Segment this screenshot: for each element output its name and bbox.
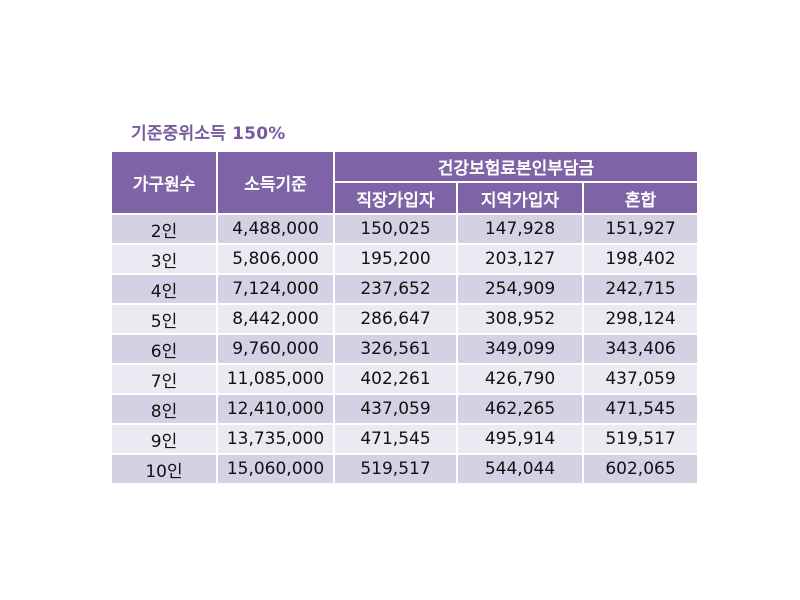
cell-household-size: 2인 — [110, 213, 218, 245]
table-row: 4인 7,124,000 237,652 254,909 242,715 — [110, 273, 700, 305]
cell-mixed-premium: 343,406 — [581, 333, 700, 365]
cell-household-size: 8인 — [110, 393, 218, 425]
cell-mixed-premium: 151,927 — [581, 213, 700, 245]
cell-income-criteria: 11,085,000 — [216, 363, 335, 395]
cell-regional-premium: 495,914 — [456, 423, 584, 455]
cell-employee-premium: 237,652 — [333, 273, 458, 305]
table-header: 가구원수 소득기준 건강보험료본인부담금 직장가입자 지역가입자 혼합 — [110, 150, 700, 215]
table-row: 7인 11,085,000 402,261 426,790 437,059 — [110, 363, 700, 395]
cell-employee-premium: 150,025 — [333, 213, 458, 245]
cell-employee-premium: 471,545 — [333, 423, 458, 455]
income-premium-table: 가구원수 소득기준 건강보험료본인부담금 직장가입자 지역가입자 혼합 2인 4,… — [110, 150, 700, 485]
table-row: 9인 13,735,000 471,545 495,914 519,517 — [110, 423, 700, 455]
cell-regional-premium: 308,952 — [456, 303, 584, 335]
table-row: 2인 4,488,000 150,025 147,928 151,927 — [110, 213, 700, 245]
cell-regional-premium: 462,265 — [456, 393, 584, 425]
header-household-size: 가구원수 — [110, 150, 218, 215]
cell-regional-premium: 147,928 — [456, 213, 584, 245]
cell-mixed-premium: 198,402 — [581, 243, 700, 275]
cell-employee-premium: 195,200 — [333, 243, 458, 275]
cell-income-criteria: 12,410,000 — [216, 393, 335, 425]
cell-employee-premium: 519,517 — [333, 453, 458, 485]
cell-income-criteria: 5,806,000 — [216, 243, 335, 275]
cell-income-criteria: 13,735,000 — [216, 423, 335, 455]
table-row: 6인 9,760,000 326,561 349,099 343,406 — [110, 333, 700, 365]
cell-household-size: 7인 — [110, 363, 218, 395]
header-subrow: 직장가입자 지역가입자 혼합 — [111, 181, 700, 215]
table-row: 3인 5,806,000 195,200 203,127 198,402 — [110, 243, 700, 275]
cell-employee-premium: 402,261 — [333, 363, 458, 395]
cell-mixed-premium: 437,059 — [581, 363, 700, 395]
cell-mixed-premium: 298,124 — [581, 303, 700, 335]
cell-employee-premium: 326,561 — [333, 333, 458, 365]
header-employee-insured: 직장가입자 — [333, 181, 458, 215]
cell-mixed-premium: 242,715 — [581, 273, 700, 305]
header-row: 가구원수 소득기준 건강보험료본인부담금 — [110, 150, 700, 215]
cell-household-size: 5인 — [110, 303, 218, 335]
cell-income-criteria: 7,124,000 — [216, 273, 335, 305]
header-income-criteria: 소득기준 — [216, 150, 335, 215]
cell-employee-premium: 437,059 — [333, 393, 458, 425]
table-row: 8인 12,410,000 437,059 462,265 471,545 — [110, 393, 700, 425]
cell-income-criteria: 4,488,000 — [216, 213, 335, 245]
cell-household-size: 4인 — [110, 273, 218, 305]
cell-household-size: 6인 — [110, 333, 218, 365]
cell-regional-premium: 254,909 — [456, 273, 584, 305]
header-mixed: 혼합 — [581, 181, 700, 215]
cell-mixed-premium: 519,517 — [581, 423, 700, 455]
cell-mixed-premium: 602,065 — [581, 453, 700, 485]
cell-income-criteria: 15,060,000 — [216, 453, 335, 485]
header-premium-group: 건강보험료본인부담금 — [332, 150, 700, 183]
cell-household-size: 3인 — [110, 243, 218, 275]
cell-household-size: 10인 — [110, 453, 218, 485]
cell-income-criteria: 9,760,000 — [216, 333, 335, 365]
cell-regional-premium: 544,044 — [456, 453, 584, 485]
cell-mixed-premium: 471,545 — [581, 393, 700, 425]
cell-regional-premium: 426,790 — [456, 363, 584, 395]
table-caption: 기준중위소득 150% — [131, 124, 286, 144]
cell-regional-premium: 203,127 — [456, 243, 584, 275]
cell-employee-premium: 286,647 — [333, 303, 458, 335]
table-row: 5인 8,442,000 286,647 308,952 298,124 — [110, 303, 700, 335]
cell-regional-premium: 349,099 — [456, 333, 584, 365]
cell-household-size: 9인 — [110, 423, 218, 455]
table-row: 10인 15,060,000 519,517 544,044 602,065 — [110, 453, 700, 485]
table-body: 2인 4,488,000 150,025 147,928 151,927 3인 5,806,… — [110, 213, 700, 485]
cell-income-criteria: 8,442,000 — [216, 303, 335, 335]
header-regional-insured: 지역가입자 — [456, 181, 584, 215]
